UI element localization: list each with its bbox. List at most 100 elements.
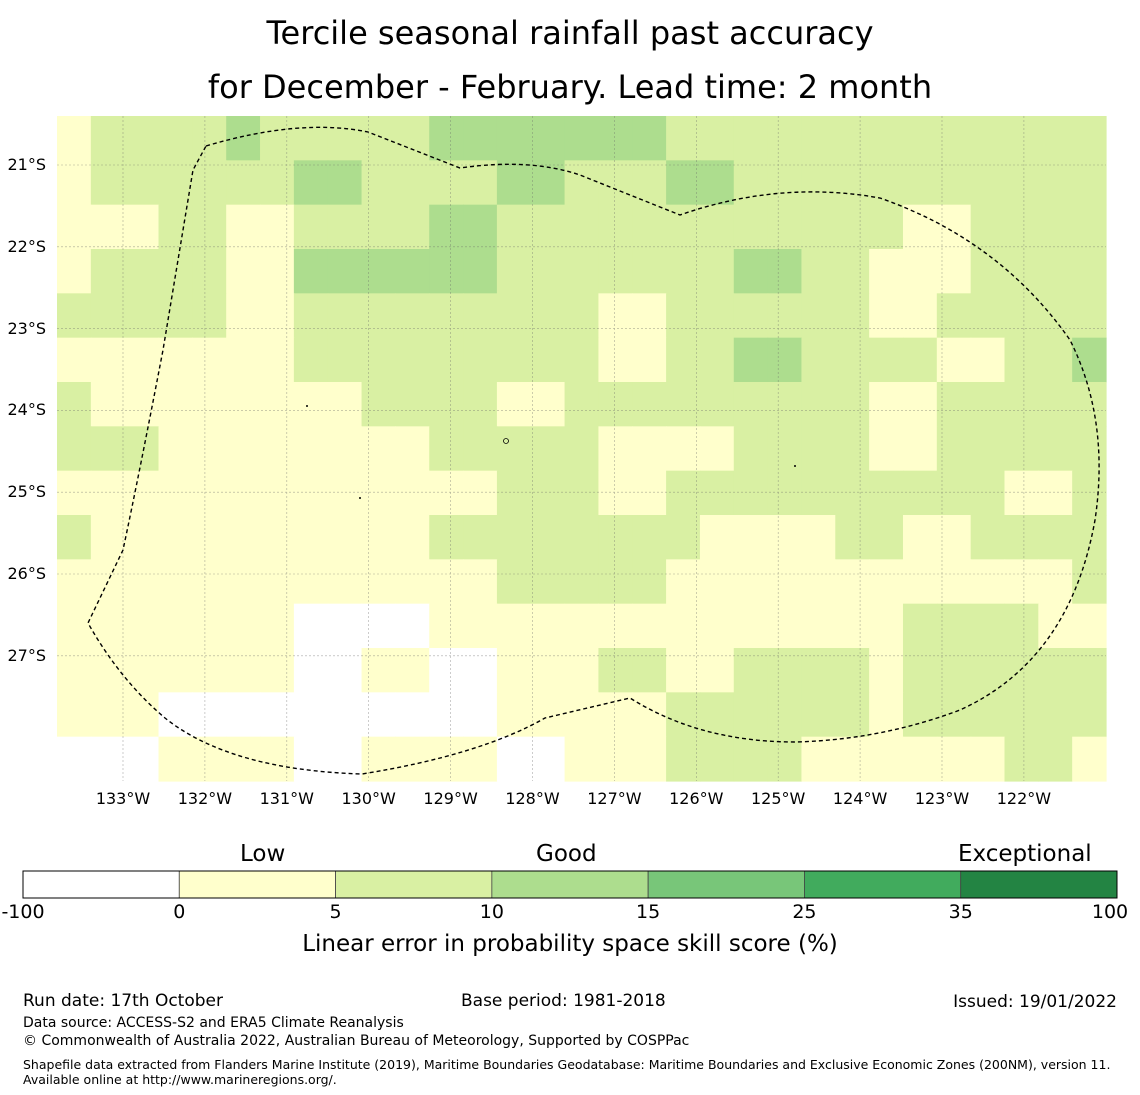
grid-cell — [293, 559, 329, 605]
grid-cell — [327, 470, 363, 516]
latitude-label: 22°S — [7, 236, 46, 256]
grid-cell — [598, 160, 633, 206]
grid-cell — [936, 603, 972, 649]
grid-cell — [632, 293, 667, 339]
grid-cell — [835, 426, 870, 472]
grid-cell — [327, 515, 363, 560]
grid-cell — [902, 116, 938, 161]
grid-cell — [90, 382, 126, 427]
grid-cell — [57, 470, 92, 516]
grid-cell — [801, 426, 836, 472]
grid-cell — [226, 736, 261, 782]
grid-cell — [293, 293, 329, 339]
grid-cell — [226, 692, 261, 738]
island-marker — [306, 405, 308, 407]
grid-cell — [869, 116, 904, 161]
grid-cell — [970, 692, 1006, 738]
grid-cell — [733, 160, 769, 206]
grid-cell — [632, 337, 667, 383]
grid-cell — [598, 603, 633, 649]
longitude-label: 132°W — [177, 789, 233, 808]
colorbar-segment — [647, 870, 805, 899]
grid-cell — [57, 736, 92, 782]
grid-cell — [192, 293, 227, 339]
colorbar — [22, 870, 1118, 899]
grid-cell — [327, 559, 363, 605]
grid-cell — [395, 249, 430, 294]
longitude-label: 127°W — [587, 789, 642, 808]
grid-cell — [835, 515, 870, 560]
grid-cell — [463, 736, 498, 782]
grid-cell — [767, 692, 803, 738]
colorbar-label: Linear error in probability space skill … — [302, 931, 838, 957]
grid-cell — [902, 382, 938, 427]
colorbar-segment — [178, 870, 336, 899]
grid-cell — [496, 426, 532, 472]
grid-cell — [158, 692, 193, 738]
grid-cell — [970, 603, 1006, 649]
grid-cell — [564, 160, 600, 206]
grid-cell — [869, 603, 904, 649]
grid-cell — [496, 382, 532, 427]
grid-cell — [869, 426, 904, 472]
grid-cell — [902, 204, 938, 250]
grid-cell — [767, 470, 803, 516]
grid-cell — [260, 515, 295, 560]
grid-cell — [57, 603, 92, 649]
grid-cell — [1072, 648, 1107, 693]
grid-cell — [902, 559, 938, 605]
grid-cell — [327, 692, 363, 738]
grid-cell — [767, 382, 803, 427]
grid-cell — [192, 559, 227, 605]
grid-cell — [869, 160, 904, 206]
grid-cell — [57, 249, 92, 294]
grid-cell — [1004, 249, 1039, 294]
grid-cell — [260, 337, 295, 383]
grid-cell — [869, 736, 904, 782]
grid-cell — [226, 515, 261, 560]
grid-cell — [801, 648, 836, 693]
grid-cell — [124, 426, 160, 472]
grid-cell — [1004, 116, 1039, 161]
grid-cell — [699, 116, 735, 161]
grid-cell — [564, 204, 600, 250]
grid-cell — [936, 426, 972, 472]
grid-cell — [226, 293, 261, 339]
grid-cell — [1004, 293, 1039, 339]
grid-cell — [1004, 736, 1039, 782]
grid-cell — [666, 648, 701, 693]
grid-cell — [158, 426, 193, 472]
grid-cell — [226, 116, 261, 161]
grid-cell — [902, 249, 938, 294]
grid-cell — [192, 603, 227, 649]
longitude-label: 128°W — [505, 789, 560, 808]
grid-cell — [192, 648, 227, 693]
grid-cell — [260, 249, 295, 294]
grid-cell — [632, 426, 667, 472]
grid-cell — [733, 603, 769, 649]
grid-cell — [902, 293, 938, 339]
colorbar-tick-label: 10 — [479, 901, 504, 923]
grid-cell — [158, 736, 193, 782]
grid-cell — [496, 559, 532, 605]
grid-cell — [124, 648, 160, 693]
grid-cell — [835, 293, 870, 339]
grid-cell — [395, 426, 430, 472]
grid-cell — [1072, 249, 1107, 294]
grid-cell — [767, 116, 803, 161]
grid-cell — [293, 337, 329, 383]
grid-cell — [260, 648, 295, 693]
latitude-label: 26°S — [7, 564, 46, 583]
longitude-label: 123°W — [914, 789, 970, 808]
grid-cell — [564, 515, 600, 560]
grid-cell — [902, 160, 938, 206]
grid-cell — [192, 337, 227, 383]
grid-cell — [496, 470, 532, 516]
grid-cell — [192, 426, 227, 472]
grid-cell — [1004, 470, 1039, 516]
grid-cell — [902, 515, 938, 560]
grid-cell — [1072, 337, 1107, 383]
grid-cell — [598, 116, 633, 161]
grid-cell — [970, 426, 1006, 472]
